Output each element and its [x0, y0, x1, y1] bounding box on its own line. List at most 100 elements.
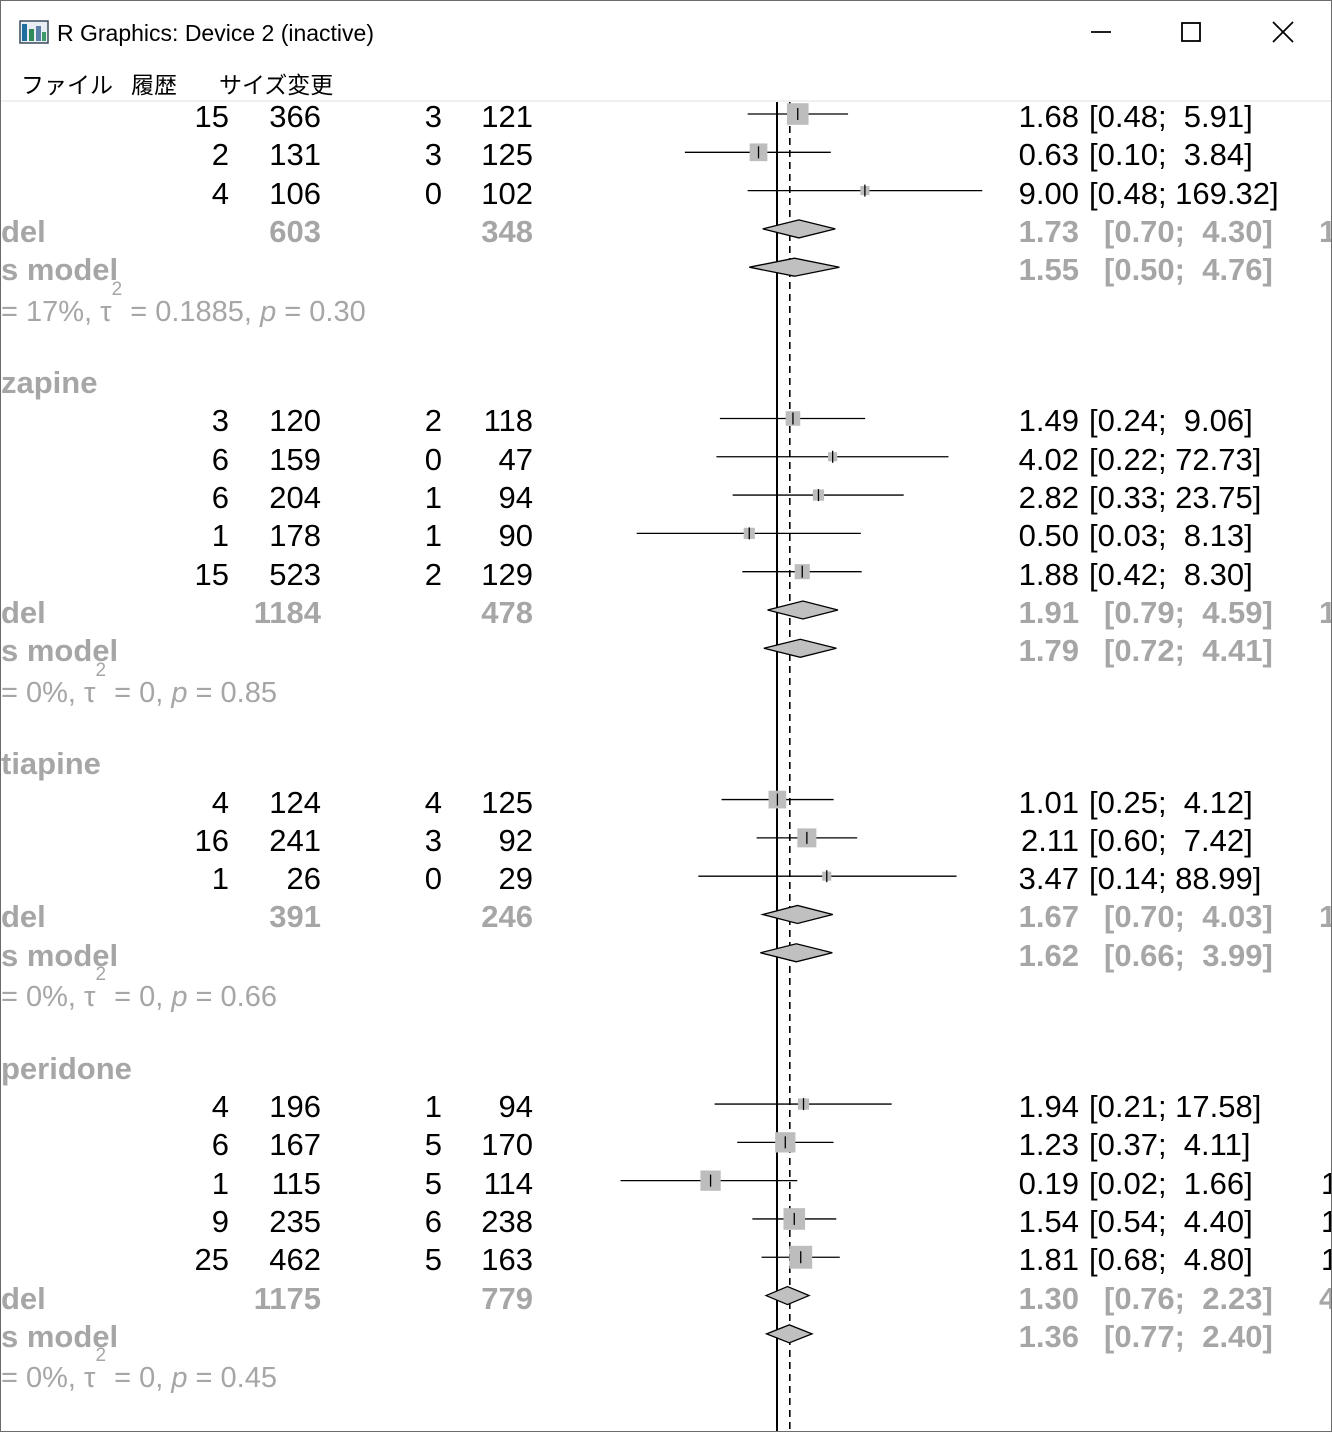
study-ci: [0.10; 3.84] — [1089, 137, 1253, 173]
maximize-icon — [1181, 22, 1201, 42]
random-odds-ratio: 1.36 — [1018, 1318, 1079, 1354]
window-title: R Graphics: Device 2 (inactive) — [57, 20, 374, 46]
study-events-ctrl: 3 — [424, 137, 442, 173]
common-odds-ratio: 1.91 — [1018, 594, 1079, 630]
heterogeneity-stats: = 17%, τ2 = 0.1885, p = 0.30 — [1, 280, 366, 330]
common-effect-label: del — [1, 899, 46, 935]
het-prefix: = 17%, τ — [1, 295, 112, 328]
study-ci: [0.48; 5.91] — [1089, 102, 1253, 134]
study-events-exp: 2 — [211, 137, 229, 173]
common-total-ctrl: 348 — [481, 213, 533, 249]
study-total-exp: 235 — [269, 1203, 321, 1239]
study-odds-ratio: 3.47 — [1018, 861, 1079, 897]
maximize-button[interactable] — [1145, 1, 1237, 63]
study-events-ctrl: 0 — [424, 175, 442, 211]
study-events-exp: 6 — [211, 480, 229, 516]
study-total-ctrl: 92 — [498, 822, 533, 858]
study-events-ctrl: 2 — [424, 403, 442, 439]
common-total-exp: 1184 — [253, 594, 321, 630]
common-ci: [0.76; 2.23] — [1104, 1280, 1273, 1316]
het-tau: = 0, — [106, 676, 172, 709]
study-ci: [0.42; 8.30] — [1089, 556, 1253, 592]
het-tau: = 0, — [106, 1362, 172, 1395]
random-ci: [0.66; 3.99] — [1104, 937, 1273, 973]
close-icon — [1272, 21, 1294, 43]
study-events-ctrl: 0 — [424, 441, 442, 477]
random-ci: [0.77; 2.40] — [1104, 1318, 1273, 1354]
study-total-ctrl: 114 — [483, 1165, 533, 1201]
title-bar[interactable]: R Graphics: Device 2 (inactive) — [1, 1, 1331, 63]
het-p-value: = 0.30 — [276, 295, 366, 328]
study-ci: [0.33; 23.75] — [1089, 480, 1262, 516]
minimize-button[interactable] — [1055, 1, 1147, 63]
study-ci: [0.37; 4.11] — [1089, 1127, 1251, 1163]
common-odds-ratio: 1.30 — [1018, 1280, 1079, 1316]
menu-file[interactable]: ファイル — [21, 72, 113, 98]
study-odds-ratio: 1.88 — [1018, 556, 1079, 592]
study-events-ctrl: 1 — [424, 518, 442, 554]
random-effects-label: s model — [1, 937, 119, 973]
common-total-exp: 1175 — [253, 1280, 321, 1316]
het-tau: = 0, — [106, 981, 172, 1014]
random-effects-diamond — [749, 257, 840, 277]
study-total-exp: 523 — [269, 556, 321, 592]
study-total-exp: 124 — [269, 784, 321, 820]
study-total-ctrl: 163 — [481, 1242, 533, 1278]
forest-plot-graphics — [620, 102, 983, 1431]
study-total-exp: 115 — [271, 1165, 321, 1201]
study-events-exp: 1 — [211, 518, 229, 554]
close-button[interactable] — [1237, 1, 1329, 63]
menu-resize[interactable]: サイズ変更 — [219, 72, 334, 98]
het-p-symbol: p — [171, 981, 188, 1014]
study-ci: [0.60; 7.42] — [1089, 822, 1253, 858]
subgroup-title: zapine — [1, 365, 98, 401]
common-ci: [0.79; 4.59] — [1104, 594, 1273, 630]
study-total-ctrl: 94 — [498, 1089, 533, 1125]
study-total-exp: 26 — [286, 861, 321, 897]
common-effect-diamond — [764, 1285, 811, 1306]
study-events-exp: 6 — [211, 441, 229, 477]
het-sup: 2 — [95, 964, 107, 986]
common-ci: [0.70; 4.03] — [1104, 899, 1273, 935]
study-total-ctrl: 90 — [498, 518, 533, 554]
common-total-ctrl: 246 — [481, 899, 533, 935]
common-total-ctrl: 478 — [481, 594, 533, 630]
random-ci: [0.50; 4.76] — [1104, 252, 1273, 288]
common-odds-ratio: 1.67 — [1018, 899, 1079, 935]
study-total-exp: 131 — [269, 137, 321, 173]
study-ci: [0.48; 169.32] — [1089, 175, 1279, 211]
study-total-exp: 241 — [269, 822, 321, 858]
common-effect-label: del — [1, 594, 46, 630]
study-events-ctrl: 5 — [424, 1242, 442, 1278]
study-total-exp: 178 — [269, 518, 321, 554]
study-total-exp: 159 — [269, 441, 321, 477]
random-effects-label: s model — [1, 633, 119, 669]
study-total-ctrl: 125 — [481, 137, 533, 173]
het-sup: 2 — [111, 278, 123, 300]
study-total-exp: 462 — [269, 1242, 321, 1278]
study-events-ctrl: 0 — [424, 861, 442, 897]
common-effect-diamond — [762, 219, 836, 239]
study-odds-ratio: 0.19 — [1018, 1165, 1079, 1201]
subgroup-title: tiapine — [1, 746, 101, 782]
study-total-ctrl: 94 — [498, 480, 533, 516]
study-ci: [0.25; 4.12] — [1089, 784, 1253, 820]
study-events-ctrl: 4 — [424, 784, 442, 820]
random-odds-ratio: 1.79 — [1018, 633, 1079, 669]
heterogeneity-stats: = 0%, τ2 = 0, p = 0.45 — [1, 1346, 277, 1396]
menu-history[interactable]: 履歴 — [131, 72, 177, 98]
study-ci: [0.68; 4.80] — [1089, 1242, 1253, 1278]
random-effects-diamond — [760, 943, 833, 963]
study-odds-ratio: 1.81 — [1018, 1242, 1079, 1278]
study-events-exp: 9 — [211, 1203, 229, 1239]
minimize-icon — [1091, 31, 1111, 33]
subgroup-title: peridone — [1, 1050, 132, 1086]
study-odds-ratio: 1.49 — [1018, 403, 1079, 439]
common-ci: [0.70; 4.30] — [1104, 213, 1273, 249]
common-weight-partial: 4 — [1319, 1281, 1331, 1317]
study-total-exp: 366 — [269, 102, 321, 134]
study-events-exp: 1 — [211, 1165, 229, 1201]
study-weight-partial: 1 — [1321, 1204, 1331, 1240]
study-ci: [0.02; 1.66] — [1089, 1165, 1253, 1201]
common-effect-label: del — [1, 1280, 46, 1316]
